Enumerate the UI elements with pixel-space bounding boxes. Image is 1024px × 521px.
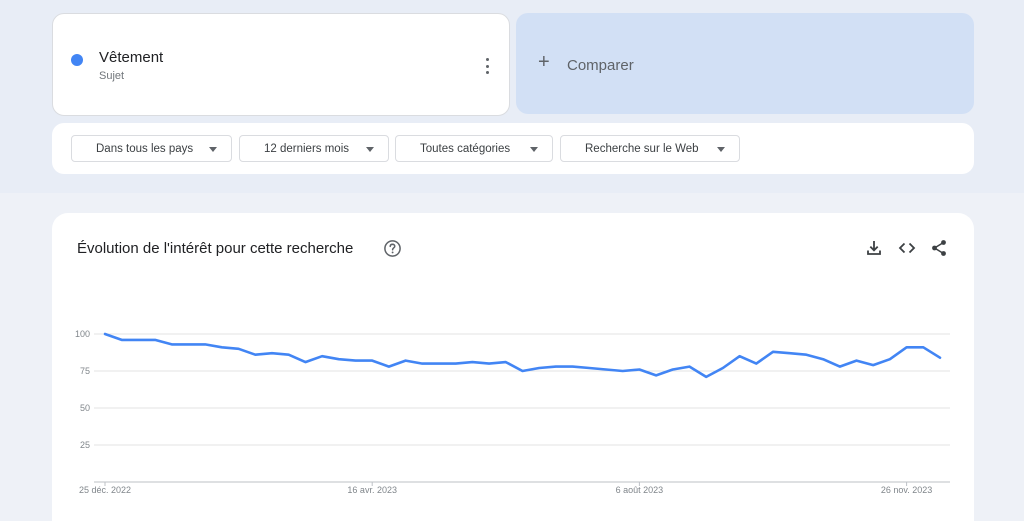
search-term-type: Sujet: [99, 70, 125, 82]
interest-over-time-card: 25 50 75 100 25 déc. 2022 16 avr. 2023 6 août …: [52, 213, 974, 521]
dropdown-arrow-icon: [366, 147, 374, 152]
search-type-filter-label: Recherche sur le Web: [585, 142, 699, 155]
region-filter[interactable]: Dans tous les pays: [71, 135, 232, 162]
more-vert-icon[interactable]: [479, 56, 495, 76]
dropdown-arrow-icon: [530, 147, 538, 152]
compare-button[interactable]: + Comparer: [516, 13, 974, 114]
search-type-filter[interactable]: Recherche sur le Web: [560, 135, 740, 162]
dropdown-arrow-icon: [209, 147, 217, 152]
interest-over-time-chart: 25 50 75 100 25 déc. 2022 16 avr. 2023 6 août …: [75, 329, 950, 495]
search-term-name: Vêtement: [99, 49, 164, 66]
y-tick-label: 50: [80, 403, 90, 413]
search-term-card[interactable]: Vêtement Sujet: [52, 13, 510, 116]
time-range-filter[interactable]: 12 derniers mois: [239, 135, 389, 162]
region-filter-label: Dans tous les pays: [96, 142, 194, 155]
y-tick-label: 75: [80, 366, 90, 376]
x-tick-label: 25 déc. 2022: [79, 485, 131, 495]
series-line: [103, 332, 942, 379]
category-filter[interactable]: Toutes catégories: [395, 135, 553, 162]
help-circle-icon[interactable]: [383, 239, 402, 258]
x-tick-label: 26 nov. 2023: [881, 485, 932, 495]
x-tick-label: 16 avr. 2023: [347, 485, 397, 495]
chart-title: Évolution de l'intérêt pour cette recher…: [77, 240, 354, 257]
filter-bar: Dans tous les pays 12 derniers mois Tout…: [52, 123, 974, 174]
time-range-filter-label: 12 derniers mois: [264, 142, 350, 155]
category-filter-label: Toutes catégories: [420, 142, 511, 155]
y-tick-label: 100: [75, 329, 90, 339]
embed-code-icon[interactable]: [897, 238, 917, 258]
series-color-dot: [71, 54, 83, 66]
y-tick-label: 25: [80, 440, 90, 450]
dropdown-arrow-icon: [717, 147, 725, 152]
x-tick-label: 6 août 2023: [616, 485, 664, 495]
compare-label: Comparer: [567, 57, 634, 74]
plus-icon: +: [538, 51, 550, 73]
download-icon[interactable]: [864, 238, 884, 258]
share-icon[interactable]: [929, 238, 949, 258]
